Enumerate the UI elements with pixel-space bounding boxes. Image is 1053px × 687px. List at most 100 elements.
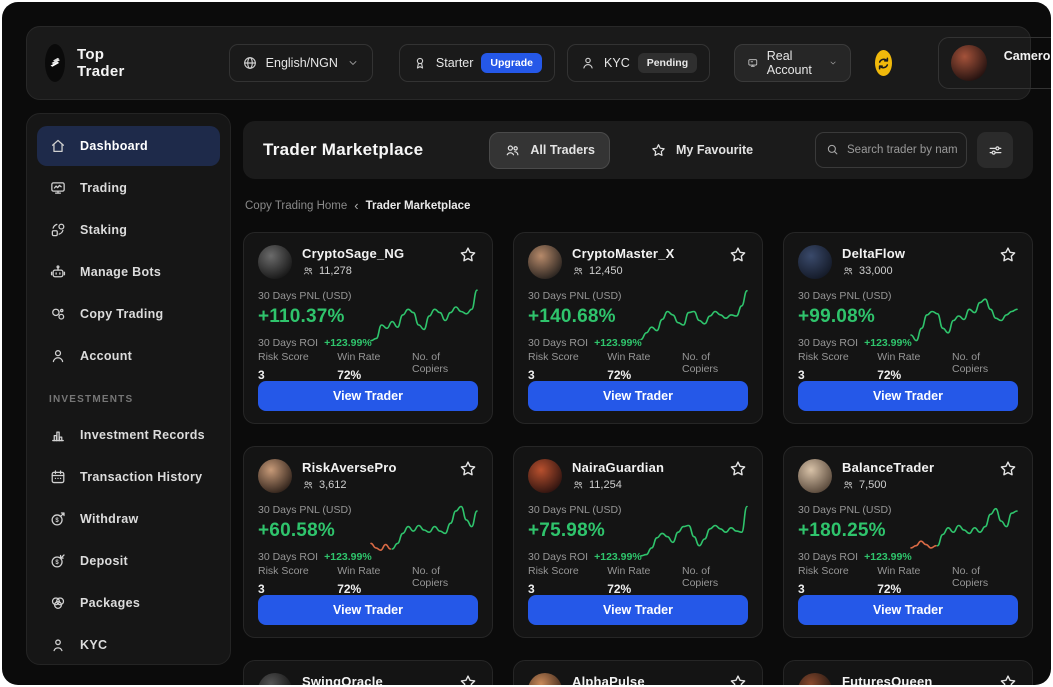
- sliders-filter-icon: [987, 142, 1004, 159]
- app-title: Top Trader: [77, 46, 125, 80]
- roi-value: +123.99%: [324, 337, 372, 349]
- deposit-icon: $: [49, 552, 67, 570]
- filter-button[interactable]: [977, 132, 1013, 168]
- tab-all-traders[interactable]: All Traders: [489, 131, 610, 169]
- favourite-star-icon[interactable]: [998, 245, 1018, 265]
- swap-arrows-icon: [875, 55, 892, 72]
- view-trader-button[interactable]: View Trader: [798, 595, 1018, 625]
- trader-card[interactable]: CryptoMaster_X 12,450 30 Days PNL (USD) +14…: [513, 232, 763, 424]
- favourite-star-icon[interactable]: [728, 245, 748, 265]
- user-avatar: [951, 45, 988, 81]
- view-trader-button[interactable]: View Trader: [258, 381, 478, 411]
- sidebar-item-packages[interactable]: Packages: [37, 583, 220, 623]
- roi-label: 30 Days ROI: [528, 337, 589, 349]
- sidebar-item-label: Trading: [80, 181, 128, 195]
- view-trader-button[interactable]: View Trader: [798, 381, 1018, 411]
- breadcrumb: Copy Trading Home ‹ Trader Marketplace: [245, 198, 470, 213]
- favourite-star-icon[interactable]: [458, 673, 478, 685]
- plan-badge-icon: [412, 55, 428, 71]
- roi-value: +123.99%: [864, 551, 912, 563]
- sidebar-item-manage-bots[interactable]: Manage Bots: [37, 252, 220, 292]
- sidebar-item-deposit[interactable]: $ Deposit: [37, 541, 220, 581]
- pnl-value: +75.98%: [528, 520, 605, 541]
- search-input[interactable]: [815, 132, 967, 168]
- risk-score-label: Risk Score: [258, 565, 309, 577]
- plan-pill: Starter Upgrade: [398, 44, 556, 82]
- bots-icon: [49, 263, 67, 281]
- sidebar-item-label: Copy Trading: [80, 307, 164, 321]
- sidebar-item-transaction-history[interactable]: Transaction History: [37, 457, 220, 497]
- risk-score-label: Risk Score: [798, 351, 849, 363]
- trader-copier-count: 7,500: [859, 479, 887, 491]
- sidebar-item-dashboard[interactable]: Dashboard: [37, 126, 220, 166]
- view-trader-button[interactable]: View Trader: [528, 595, 748, 625]
- trader-card[interactable]: DeltaFlow 33,000 30 Days PNL (USD) +99.08% 3…: [783, 232, 1033, 424]
- pnl-sparkline-chart: [908, 499, 1020, 561]
- kyc-pill[interactable]: KYC Pending: [567, 44, 711, 82]
- win-rate-value: 72%: [607, 582, 632, 596]
- roi-label: 30 Days ROI: [798, 337, 859, 349]
- roi-value: +123.99%: [864, 337, 912, 349]
- favourite-star-icon[interactable]: [998, 673, 1018, 685]
- copiers-icon: [842, 265, 854, 277]
- trader-card[interactable]: FuturesQueen: [783, 660, 1033, 685]
- risk-score-value: 3: [258, 582, 265, 596]
- view-trader-button[interactable]: View Trader: [528, 381, 748, 411]
- pnl-label: 30 Days PNL (USD): [528, 504, 622, 516]
- kyc-label: KYC: [604, 56, 630, 70]
- win-rate-value: 72%: [877, 582, 902, 596]
- trader-copier-count: 11,278: [319, 265, 352, 277]
- risk-score-value: 3: [798, 582, 805, 596]
- trader-card[interactable]: CryptoSage_NG 11,278 30 Days PNL (USD) +110…: [243, 232, 493, 424]
- currency-swap-button[interactable]: [875, 50, 893, 76]
- upgrade-button[interactable]: Upgrade: [481, 53, 543, 73]
- account-type-label: Real Account: [766, 49, 812, 77]
- copiers-count-label: No. of Copiers: [952, 351, 989, 375]
- sidebar-item-kyc[interactable]: KYC: [37, 625, 220, 664]
- language-selector[interactable]: English/NGN: [228, 44, 373, 82]
- win-rate-label: Win Rate: [877, 351, 921, 363]
- tab-my-favourite[interactable]: My Favourite: [636, 133, 767, 168]
- trader-avatar: [798, 245, 832, 279]
- home-icon: [49, 137, 67, 155]
- sidebar-item-investment-records[interactable]: Investment Records: [37, 415, 220, 455]
- trader-card[interactable]: SwingOracle: [243, 660, 493, 685]
- view-trader-button[interactable]: View Trader: [258, 595, 478, 625]
- sidebar-section-investments: INVESTMENTS: [49, 394, 134, 405]
- pnl-sparkline-chart: [908, 285, 1020, 347]
- user-profile-menu[interactable]: Cameron Williamson Regular User: [938, 37, 1051, 89]
- favourite-star-icon[interactable]: [998, 459, 1018, 479]
- globe-icon: [242, 55, 258, 71]
- trader-card[interactable]: NairaGuardian 11,254 30 Days PNL (USD) +75.…: [513, 446, 763, 638]
- trader-name: SwingOracle: [302, 674, 383, 685]
- trader-card[interactable]: BalanceTrader 7,500 30 Days PNL (USD) +180.…: [783, 446, 1033, 638]
- sidebar-item-account[interactable]: Account: [37, 336, 220, 376]
- calendar-icon: [49, 468, 67, 486]
- roi-label: 30 Days ROI: [798, 551, 859, 563]
- user-icon: [49, 347, 67, 365]
- monitor-icon: [747, 55, 759, 71]
- trader-card[interactable]: AlphaPulse: [513, 660, 763, 685]
- risk-score-value: 3: [528, 368, 535, 382]
- copiers-icon: [572, 265, 584, 277]
- trader-name: CryptoSage_NG: [302, 246, 405, 261]
- sidebar-item-trading[interactable]: Trading: [37, 168, 220, 208]
- sidebar-item-withdraw[interactable]: $ Withdraw: [37, 499, 220, 539]
- copiers-count-label: No. of Copiers: [952, 565, 989, 589]
- trader-card[interactable]: RiskAversePro 3,612 30 Days PNL (USD) +60.5…: [243, 446, 493, 638]
- win-rate-label: Win Rate: [607, 565, 651, 577]
- account-type-selector[interactable]: Real Account: [734, 44, 852, 82]
- staking-icon: [49, 221, 67, 239]
- win-rate-label: Win Rate: [607, 351, 651, 363]
- breadcrumb-parent[interactable]: Copy Trading Home: [245, 199, 348, 212]
- favourite-star-icon[interactable]: [728, 673, 748, 685]
- favourite-star-icon[interactable]: [458, 245, 478, 265]
- sidebar-item-copy-trading[interactable]: Copy Trading: [37, 294, 220, 334]
- favourite-star-icon[interactable]: [728, 459, 748, 479]
- sidebar-item-label: Account: [80, 349, 133, 363]
- favourite-star-icon[interactable]: [458, 459, 478, 479]
- copiers-icon: [302, 479, 314, 491]
- copiers-icon: [302, 265, 314, 277]
- sidebar-item-staking[interactable]: Staking: [37, 210, 220, 250]
- win-rate-label: Win Rate: [337, 351, 381, 363]
